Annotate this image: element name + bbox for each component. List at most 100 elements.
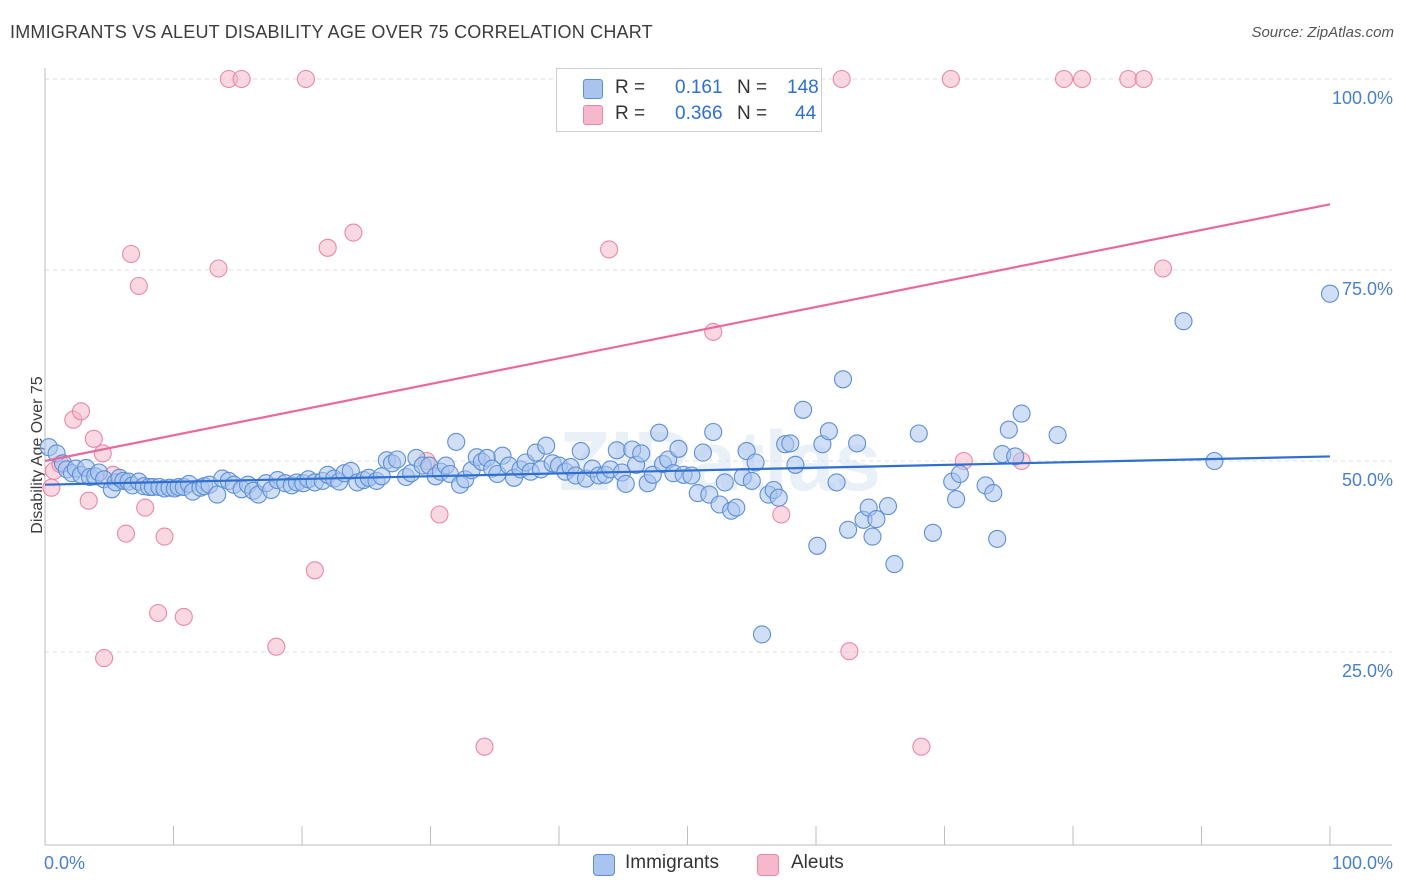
aleuts-legend-swatch [757,854,779,876]
x-tick-label: 0.0% [44,853,85,873]
aleut-point [840,642,859,661]
immigrant-point [984,484,1003,503]
aleut-point [136,498,155,517]
y-tick-label: 50.0% [1342,470,1393,490]
aleut-point [832,69,851,89]
aleut-point [344,223,363,242]
r-label: R = [615,103,646,124]
aleut-point [430,505,449,524]
immigrant-point [715,473,734,492]
immigrant-point [1320,284,1340,303]
immigrant-point [742,471,761,490]
immigrant-point [794,400,813,419]
r-value: 0.161 [675,77,723,98]
immigrant-point [693,443,712,462]
immigrant-point [848,434,867,453]
aleut-point [155,527,174,546]
immigrant-point [208,485,227,504]
immigrant-point [571,442,590,461]
aleut-point [95,649,114,668]
tick-labels: 25.0% 50.0% 75.0% 100.0% 0.0% 100.0% [44,88,1393,873]
legend-label-immigrants: Immigrants [625,852,719,873]
immigrant-point [909,424,928,443]
aleut-point [84,429,103,448]
immigrant-point [885,555,904,574]
immigrant-point [727,498,746,517]
aleut-point [129,276,148,296]
aleut-point [122,244,141,264]
aleut-point [71,402,91,421]
aleut-point [116,524,136,543]
immigrant-point [1006,447,1025,466]
immigrant-point [388,450,407,469]
y-tick-label: 75.0% [1342,279,1393,299]
aleut-point [1119,69,1138,89]
immigrants-swatch [583,79,603,99]
aleut-point [772,505,791,524]
aleut-point [600,240,619,259]
trendlines [44,203,1331,486]
aleut-point [1153,259,1173,278]
immigrant-point [632,444,651,463]
n-value: 44 [795,103,817,124]
immigrant-point [669,439,688,458]
r-value: 0.366 [675,103,723,124]
aleuts-swatch [583,105,603,125]
immigrants-legend-swatch [593,854,615,876]
immigrant-point [1205,451,1224,471]
immigrant-point [950,464,969,484]
n-value: 148 [787,77,819,98]
y-tick-label: 25.0% [1342,661,1393,681]
immigrant-point [878,497,898,516]
immigrant-point [1174,312,1193,331]
immigrant-point [781,434,800,453]
y-tick-label: 100.0% [1332,88,1393,108]
immigrant-point [1048,425,1067,445]
aleut-point [174,607,193,626]
aleut-point [1072,69,1092,89]
immigrant-point [752,625,772,644]
immigrant-point [769,488,788,507]
correlation-legend: R = 0.161 N = 148 R = 0.366 N = 44 [556,68,822,132]
immigrant-point [863,527,882,546]
immigrant-point [808,536,827,555]
aleut-point [149,603,168,623]
immigrant-point [746,453,765,472]
aleut-point [1054,69,1074,89]
gridlines [45,78,1392,653]
immigrant-point [988,529,1007,548]
aleut-point [232,69,251,89]
immigrant-point [786,455,805,474]
immigrant-point [867,510,886,529]
immigrant-point [819,422,838,441]
aleut-point [305,561,324,580]
immigrant-point [616,474,635,493]
immigrant-point [650,423,669,442]
legend-label-aleuts: Aleuts [791,852,844,873]
immigrant-point [447,432,466,451]
aleut-point [475,737,494,756]
immigrant-point [1012,404,1031,423]
aleut-point [912,737,931,756]
immigrant-point [827,473,846,492]
aleuts-trendline [44,203,1331,463]
x-tick-label: 100.0% [1332,853,1393,873]
immigrant-point [923,523,942,542]
chart-title: IMMIGRANTS VS ALEUT DISABILITY AGE OVER … [10,22,653,42]
n-label: N = [737,103,768,124]
aleut-point [79,491,98,510]
axes [44,68,1392,846]
aleut-point [209,259,228,278]
immigrant-point [607,441,626,460]
immigrant-point [833,370,853,389]
immigrant-point [704,422,723,442]
immigrants-trendline [44,455,1331,486]
aleut-point [267,637,286,656]
aleut-point [296,69,315,89]
aleut-point [941,69,960,89]
r-label: R = [615,77,646,98]
immigrant-point [947,490,966,509]
immigrant-point [537,436,556,455]
immigrant-point [999,420,1018,439]
